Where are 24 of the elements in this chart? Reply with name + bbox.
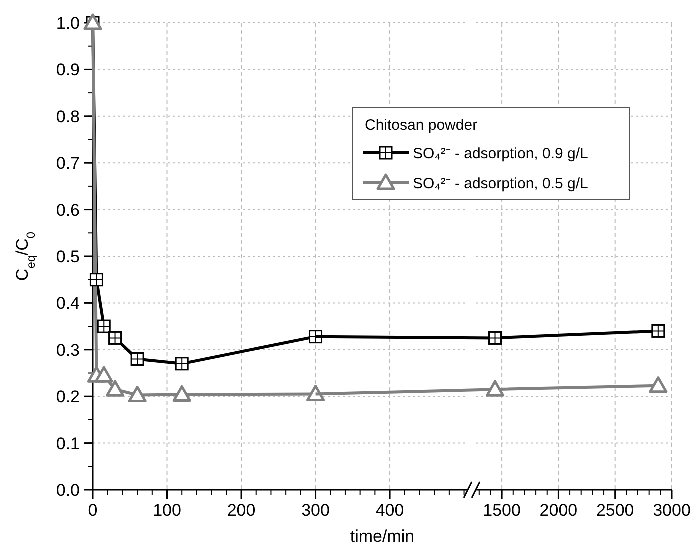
x-tick-label: 1500 <box>483 501 521 520</box>
y-tick-label: 0.0 <box>56 480 80 500</box>
y-tick-label: 1.0 <box>56 14 80 33</box>
x-tick-label: 200 <box>227 501 256 520</box>
x-axis-title: time/min <box>350 527 415 546</box>
legend-label: SO₄²⁻ - adsorption, 0.5 g/L <box>413 175 588 192</box>
x-tick-label: 0 <box>88 501 98 520</box>
x-tick-label: 3000 <box>653 501 691 520</box>
x-tick-label: 100 <box>153 501 182 520</box>
x-tick-label: 400 <box>376 501 404 520</box>
y-tick-label: 0.2 <box>56 388 80 407</box>
y-tick-label: 0.3 <box>56 340 80 360</box>
y-tick-label: 0.1 <box>56 434 80 454</box>
x-tick-label: 2500 <box>596 501 634 520</box>
y-tick-label: 0.6 <box>56 200 80 220</box>
y-tick-label: 0.4 <box>56 294 80 314</box>
y-tick-label: 0.5 <box>56 247 80 266</box>
y-tick-label: 0.7 <box>56 154 80 174</box>
y-tick-label: 0.9 <box>56 60 80 80</box>
x-tick-label: 300 <box>302 501 330 520</box>
x-tick-label: 2000 <box>540 501 578 520</box>
legend-label: SO₄²⁻ - adsorption, 0.9 g/L <box>413 145 588 162</box>
y-tick-label: 0.8 <box>56 107 80 126</box>
legend-title: Chitosan powder <box>365 117 478 134</box>
